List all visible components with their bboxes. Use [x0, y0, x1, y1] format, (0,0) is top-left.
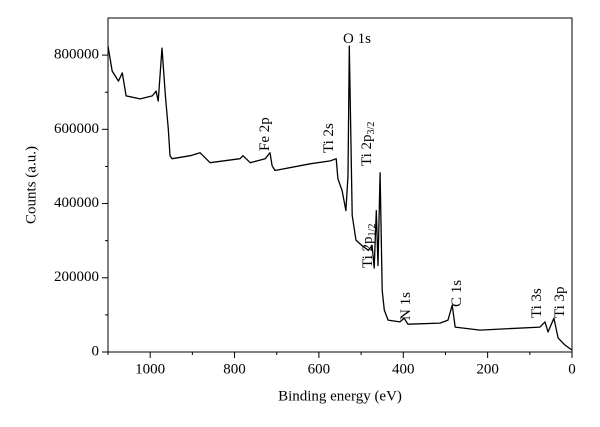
- peak-label-text: O 1s: [343, 31, 371, 47]
- peak-label-text: Ti 2p: [360, 236, 376, 268]
- peak-label: Ti 3p: [552, 286, 568, 318]
- peak-label: Fe 2p: [257, 117, 273, 151]
- y-tick-label: 600000: [54, 121, 99, 137]
- peak-label-subscript: 1/2: [367, 224, 378, 237]
- peak-label-text: Ti 2p: [359, 134, 375, 166]
- peak-label: Ti 2s: [321, 123, 337, 153]
- peak-label: C 1s: [449, 280, 465, 307]
- peak-label-text: C 1s: [449, 280, 465, 307]
- spectrum-line: [107, 45, 573, 351]
- peak-label: N 1s: [398, 292, 414, 320]
- x-tick-label: 200: [476, 361, 499, 377]
- peak-label-text: Ti 3p: [552, 286, 568, 318]
- peak-label-text: Fe 2p: [257, 117, 273, 151]
- x-tick-label: 0: [568, 361, 576, 377]
- x-axis-label: Binding energy (eV): [278, 388, 402, 404]
- peak-label: O 1s: [343, 31, 371, 47]
- x-tick-label: 400: [392, 361, 415, 377]
- peak-label: Ti 2p1/2: [360, 224, 378, 268]
- y-tick-label: 200000: [54, 269, 99, 285]
- peak-label: Ti 3s: [529, 288, 545, 318]
- x-tick-label: 1000: [135, 361, 165, 377]
- peak-label: Ti 2p3/2: [359, 122, 377, 166]
- peak-label-subscript: 3/2: [366, 122, 377, 135]
- y-tick-label: 0: [92, 343, 100, 359]
- peak-label-text: Ti 2s: [321, 123, 337, 153]
- peak-label-text: N 1s: [398, 292, 414, 320]
- y-tick-label: 800000: [54, 47, 99, 63]
- peak-label-text: Ti 3s: [529, 288, 545, 318]
- plot-frame: [107, 17, 573, 353]
- y-axis-label: Counts (a.u.): [23, 146, 39, 224]
- x-tick-label: 600: [308, 361, 331, 377]
- x-tick-label: 800: [223, 361, 246, 377]
- y-tick-label: 400000: [54, 195, 99, 211]
